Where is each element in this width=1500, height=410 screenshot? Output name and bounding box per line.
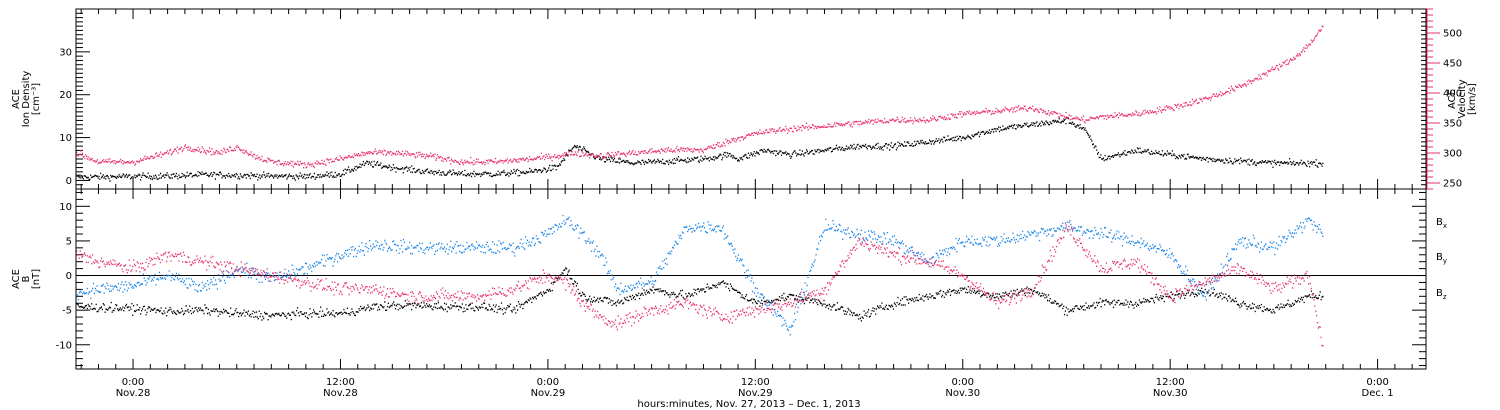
density-axis-title-line: ACE — [11, 89, 22, 109]
density-tick-label: 20 — [59, 90, 72, 101]
by-points — [76, 214, 1324, 336]
data-marks — [76, 25, 1324, 347]
velocity-axis-title-line: [km/s] — [1467, 83, 1478, 115]
density-axis-title-line: [cm⁻³] — [31, 83, 42, 115]
velocity-tick-label: 400 — [1443, 89, 1462, 100]
chart-text: 0102030250300350400450500-10-505100:00No… — [11, 29, 1478, 410]
magnetic-field-panel — [76, 189, 1426, 369]
field-axis-title: ACE B [nT] — [11, 269, 42, 289]
velocity-axis-title-line: Velocity — [1457, 79, 1468, 118]
bz-points — [76, 222, 1324, 347]
x-tick-date-label: Nov.29 — [738, 388, 773, 399]
plasma-panel-frame — [75, 8, 1427, 190]
x-tick-time-label: 0:00 — [952, 377, 974, 388]
velocity-axis-title: ACE Velocity [km/s] — [1447, 79, 1478, 118]
x-tick-time-label: 12:00 — [741, 377, 770, 388]
x-tick-time-label: 12:00 — [1156, 377, 1185, 388]
velocity-tick-label: 450 — [1443, 59, 1462, 70]
velocity-axis-title-line: ACE — [1447, 89, 1458, 109]
field-tick-label: -5 — [62, 306, 72, 317]
x-tick-time-label: 0:00 — [122, 377, 144, 388]
x-axis-label: hours:minutes, Nov. 27, 2013 – Dec. 1, 2… — [637, 399, 860, 410]
x-tick-time-label: 0:00 — [1366, 377, 1388, 388]
x-tick-date-label: Nov.28 — [323, 388, 358, 399]
velocity-tick-label: 300 — [1443, 149, 1462, 160]
x-tick-date-label: Dec. 1 — [1362, 388, 1394, 399]
x-tick-date-label: Nov.30 — [945, 388, 980, 399]
field-tick-label: 10 — [59, 202, 72, 213]
field-axis-title-line: B — [21, 275, 32, 282]
field-tick-label: 5 — [66, 236, 72, 247]
x-tick-time-label: 12:00 — [326, 377, 355, 388]
magnetic-field-panel-frame — [75, 188, 1427, 370]
field-tick-label: 0 — [66, 271, 72, 282]
legend-by: By — [1436, 252, 1447, 265]
ion-density-points — [76, 117, 1324, 182]
density-axis-title: ACE Ion Density [cm⁻³] — [11, 71, 42, 128]
velocity-tick-label: 250 — [1443, 179, 1462, 190]
density-tick-label: 10 — [59, 133, 72, 144]
density-axis-title-line: Ion Density — [21, 71, 32, 128]
x-tick-date-label: Nov.28 — [116, 388, 151, 399]
velocity-points — [76, 25, 1324, 169]
density-tick-label: 0 — [66, 176, 72, 187]
x-tick-date-label: Nov.29 — [531, 388, 566, 399]
field-tick-label: -10 — [56, 340, 72, 351]
field-axis-title-line: [nT] — [31, 269, 42, 289]
plasma-panel — [76, 8, 1440, 190]
legend-bz: Bz — [1436, 288, 1447, 301]
velocity-tick-label: 500 — [1443, 29, 1462, 40]
velocity-tick-label: 350 — [1443, 119, 1462, 130]
field-axis-title-line: ACE — [11, 269, 22, 289]
x-tick-date-label: Nov.30 — [1153, 388, 1188, 399]
density-tick-label: 30 — [59, 47, 72, 58]
x-tick-time-label: 0:00 — [537, 377, 559, 388]
bx-points — [76, 267, 1324, 322]
legend-bx: Bx — [1436, 217, 1447, 230]
